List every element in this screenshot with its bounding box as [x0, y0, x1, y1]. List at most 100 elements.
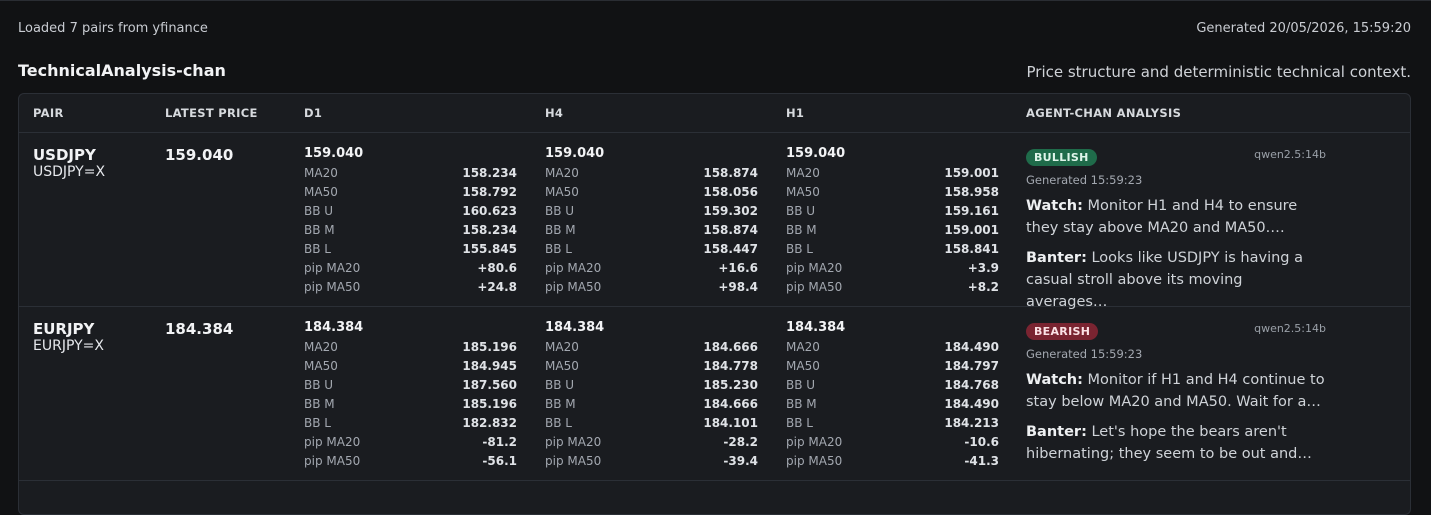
- metric-ma20: MA20 159.001: [786, 165, 999, 184]
- metric-label: MA20: [786, 340, 820, 354]
- tf-price: 184.384: [545, 320, 605, 335]
- metric-label: MA20: [545, 340, 579, 354]
- metric-ma50: MA50 184.945: [304, 358, 517, 377]
- header-pair[interactable]: PAIR: [33, 106, 64, 120]
- metric-pip-ma20: pip MA20 -28.2: [545, 434, 758, 453]
- metric-label: pip MA50: [545, 454, 602, 468]
- metric-value: 158.841: [944, 242, 999, 256]
- metric-value: 159.302: [703, 204, 758, 218]
- metric-label: BB U: [786, 204, 816, 218]
- metric-value: 184.666: [703, 397, 758, 411]
- metric-label: BB U: [545, 378, 575, 392]
- metric-label: MA50: [786, 185, 820, 199]
- metric-bb-middle: BB M 158.234: [304, 222, 517, 241]
- metric-label: pip MA20: [786, 435, 843, 449]
- table-header: PAIR LATEST PRICE D1 H4 H1 AGENT-CHAN AN…: [19, 94, 1410, 133]
- page-title: TechnicalAnalysis-chan: [18, 61, 226, 80]
- metric-bb-upper: BB U 159.302: [545, 203, 758, 222]
- metric-ma20: MA20 184.666: [545, 339, 758, 358]
- metric-pip-ma50: pip MA50 +24.8: [304, 279, 517, 298]
- metric-value: 182.832: [462, 416, 517, 430]
- metric-value: 184.101: [703, 416, 758, 430]
- metric-pip-ma50: pip MA50 +98.4: [545, 279, 758, 298]
- note-label: Banter:: [1026, 250, 1087, 266]
- metric-value: 158.234: [462, 166, 517, 180]
- metric-value: 158.056: [703, 185, 758, 199]
- metric-label: BB L: [786, 416, 813, 430]
- metric-label: BB U: [786, 378, 816, 392]
- metric-value: -56.1: [482, 454, 517, 468]
- metric-value: +8.2: [967, 280, 999, 294]
- metric-bb-lower: BB L 158.447: [545, 241, 758, 260]
- note-text: Looks like USDJPY is having a casual str…: [1026, 250, 1303, 310]
- note-text: Monitor if H1 and H4 continue to stay be…: [1026, 372, 1325, 410]
- metric-bb-upper: BB U 187.560: [304, 377, 517, 396]
- metric-bb-middle: BB M 184.490: [786, 396, 999, 415]
- metric-label: BB L: [304, 416, 331, 430]
- metric-value: 184.945: [462, 359, 517, 373]
- metric-label: BB M: [545, 397, 576, 411]
- metric-value: 158.874: [703, 166, 758, 180]
- metric-label: MA50: [545, 359, 579, 373]
- tf-price: 184.384: [786, 320, 846, 335]
- note-text: Let's hope the bears aren't hibernating;…: [1026, 424, 1312, 462]
- metric-ma50: MA50 158.958: [786, 184, 999, 203]
- note-text: Monitor H1 and H4 to ensure they stay ab…: [1026, 198, 1298, 236]
- metric-label: BB M: [786, 223, 817, 237]
- header-latest-price[interactable]: LATEST PRICE: [165, 106, 258, 120]
- metric-value: 158.958: [944, 185, 999, 199]
- metric-value: 185.230: [703, 378, 758, 392]
- metric-label: pip MA50: [304, 280, 361, 294]
- metric-value: 184.778: [703, 359, 758, 373]
- watch-note[interactable]: Watch: Monitor H1 and H4 to ensure they …: [1026, 195, 1326, 239]
- metric-bb-upper: BB U 185.230: [545, 377, 758, 396]
- metric-label: pip MA50: [545, 280, 602, 294]
- metric-label: pip MA50: [786, 280, 843, 294]
- analysis-table: PAIR LATEST PRICE D1 H4 H1 AGENT-CHAN AN…: [18, 93, 1411, 515]
- metric-ma20: MA20 158.874: [545, 165, 758, 184]
- metric-label: BB M: [304, 397, 335, 411]
- metric-ma50: MA50 158.056: [545, 184, 758, 203]
- timeframe-d1: 159.040 MA20 158.234 MA50 158.792 BB U 160.…: [304, 146, 517, 298]
- metric-label: BB L: [545, 242, 572, 256]
- model-name: qwen2.5:14b: [1254, 148, 1326, 161]
- metric-value: +80.6: [477, 261, 517, 275]
- latest-price: 159.040: [165, 146, 234, 164]
- metric-value: 184.490: [944, 397, 999, 411]
- metric-label: MA50: [304, 359, 338, 373]
- metric-value: 155.845: [462, 242, 517, 256]
- watch-note[interactable]: Watch: Monitor if H1 and H4 continue to …: [1026, 369, 1326, 413]
- metric-value: 159.001: [944, 166, 999, 180]
- metric-label: BB M: [304, 223, 335, 237]
- metric-value: -10.6: [964, 435, 999, 449]
- header-h4[interactable]: H4: [545, 106, 564, 120]
- metric-label: pip MA20: [304, 261, 361, 275]
- top-divider: [0, 0, 1431, 1]
- banter-note[interactable]: Banter: Looks like USDJPY is having a ca…: [1026, 247, 1326, 313]
- header-d1[interactable]: D1: [304, 106, 323, 120]
- table-row[interactable]: USDJPY USDJPY=X 159.040 159.040 MA20 158.…: [19, 133, 1410, 310]
- metric-label: MA20: [545, 166, 579, 180]
- metric-value: 185.196: [462, 340, 517, 354]
- pair-ticker: USDJPY=X: [33, 164, 106, 180]
- table-row[interactable]: EURJPY EURJPY=X 184.384 184.384 MA20 185.…: [19, 307, 1410, 481]
- metric-pip-ma20: pip MA20 +16.6: [545, 260, 758, 279]
- header-h1[interactable]: H1: [786, 106, 805, 120]
- metric-value: 158.792: [462, 185, 517, 199]
- metric-label: BB L: [786, 242, 813, 256]
- header-analysis[interactable]: AGENT-CHAN ANALYSIS: [1026, 106, 1182, 120]
- metric-label: MA50: [304, 185, 338, 199]
- metric-label: MA20: [304, 340, 338, 354]
- metric-value: +16.6: [718, 261, 758, 275]
- metric-bb-lower: BB L 184.101: [545, 415, 758, 434]
- metric-bb-lower: BB L 155.845: [304, 241, 517, 260]
- pair-name: EURJPY: [33, 320, 95, 338]
- note-label: Watch:: [1026, 372, 1083, 388]
- metric-pip-ma20: pip MA20 -10.6: [786, 434, 999, 453]
- metric-label: pip MA20: [786, 261, 843, 275]
- metric-pip-ma20: pip MA20 -81.2: [304, 434, 517, 453]
- banter-note[interactable]: Banter: Let's hope the bears aren't hibe…: [1026, 421, 1326, 465]
- metric-value: +3.9: [967, 261, 999, 275]
- tf-price: 159.040: [304, 146, 364, 161]
- metric-pip-ma20: pip MA20 +3.9: [786, 260, 999, 279]
